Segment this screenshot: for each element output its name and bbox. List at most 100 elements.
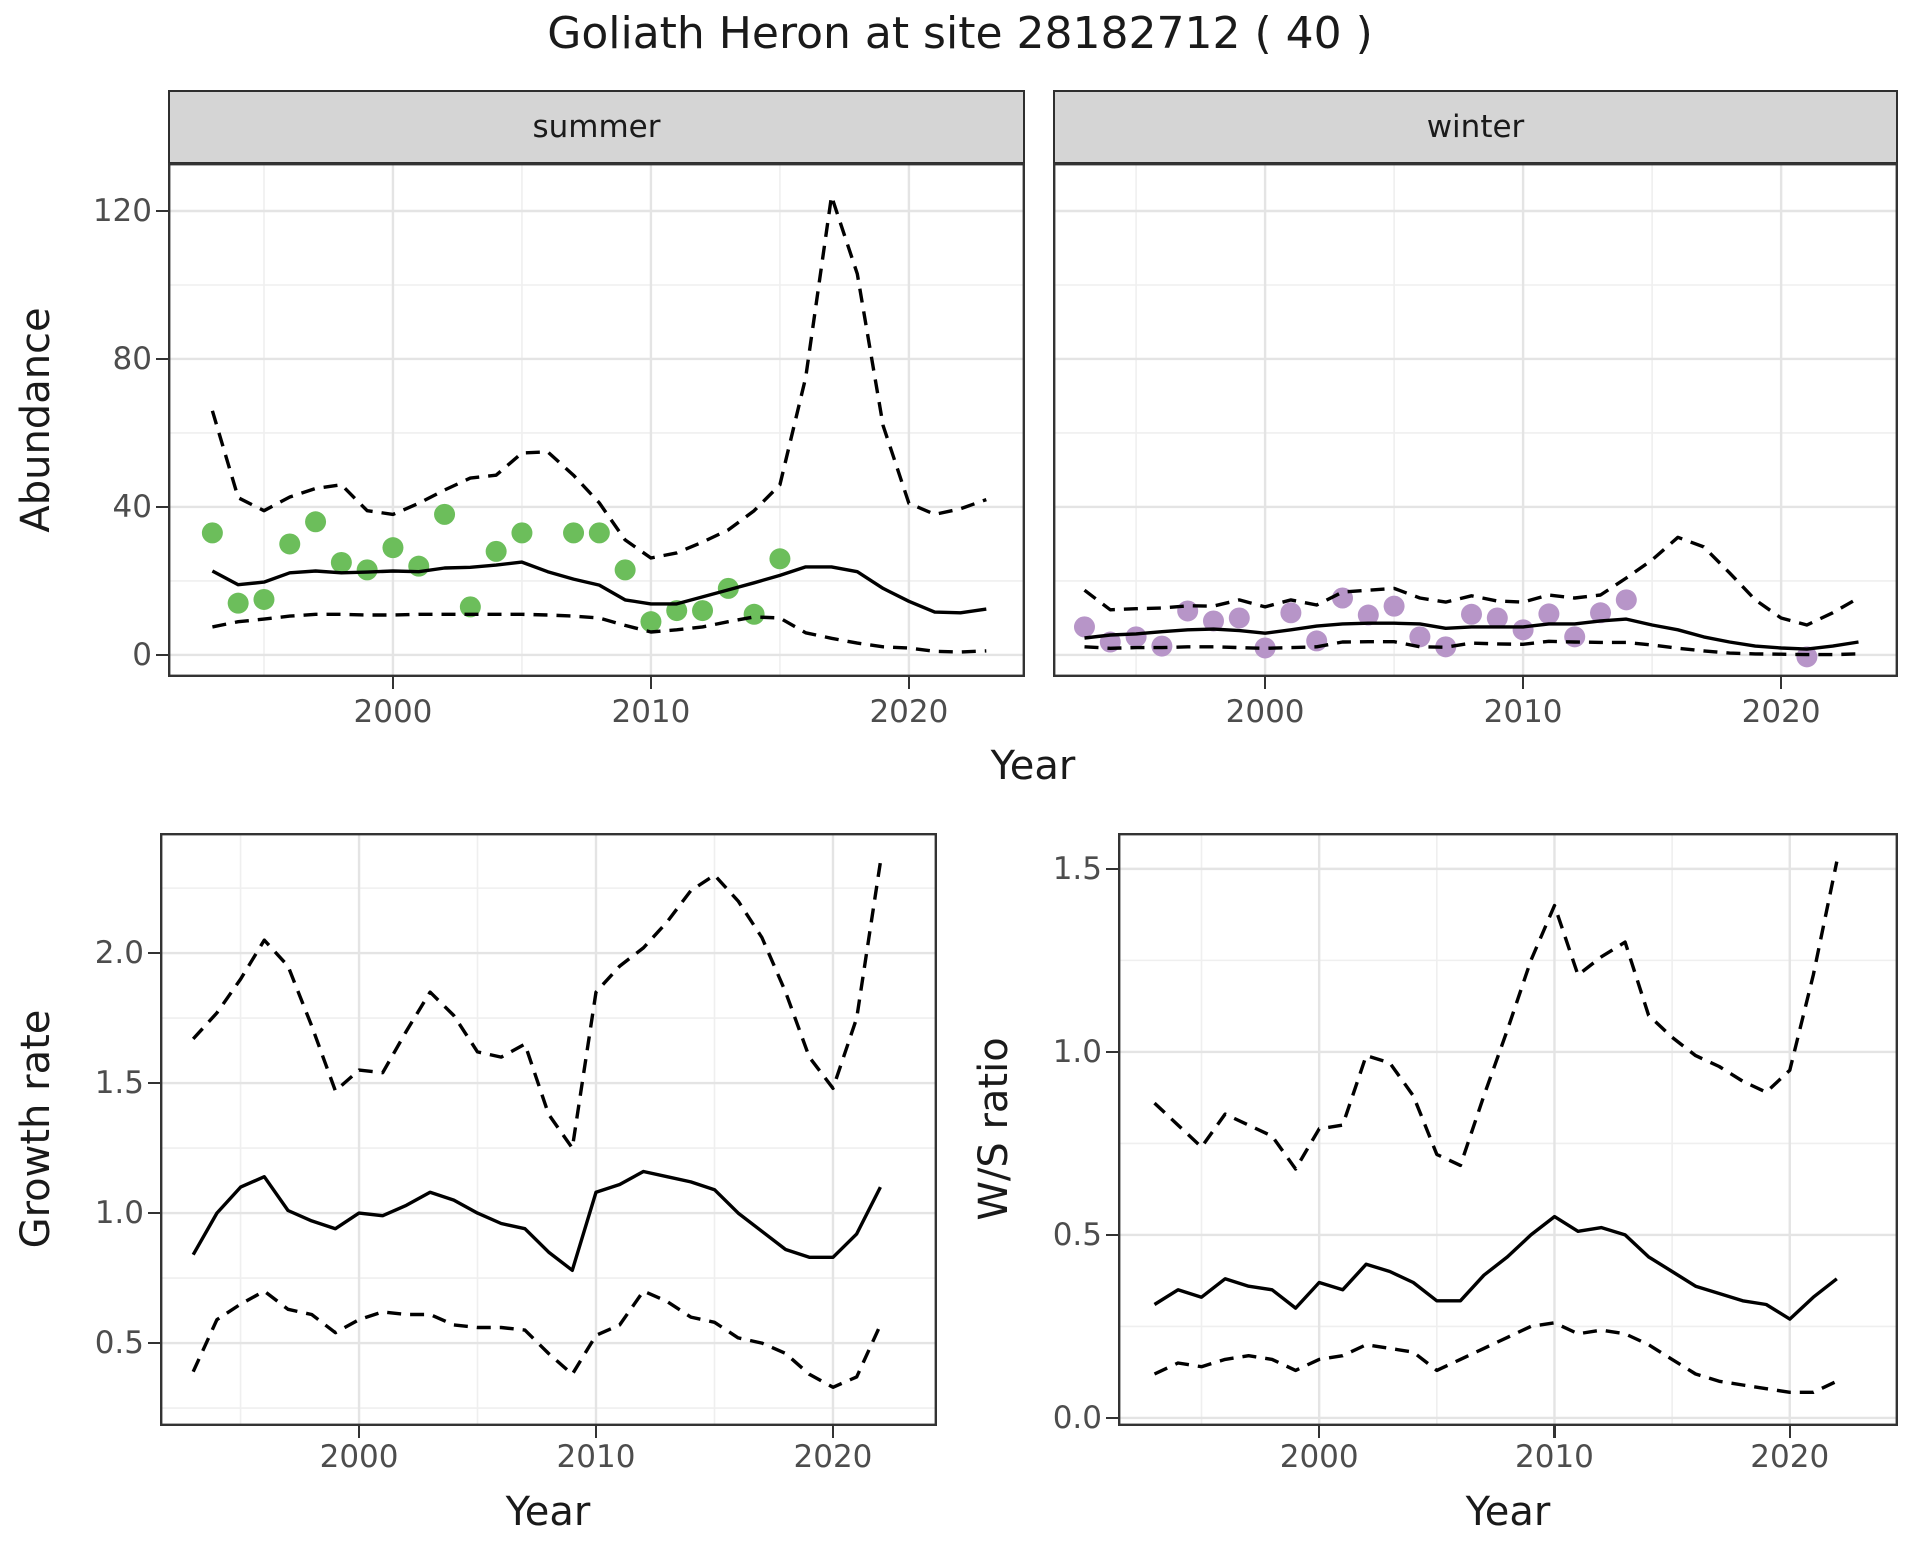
x-tick-mark <box>1317 1426 1321 1438</box>
abundance-summer-data-point <box>743 603 765 625</box>
abundance-summer-data-point <box>408 555 430 577</box>
y-tick-label: 80 <box>112 340 152 377</box>
growth-rate-median-line <box>191 1169 882 1272</box>
y-tick-label: 0.0 <box>1052 1399 1102 1436</box>
panel-growth-rate <box>160 833 937 1426</box>
abundance-winter-data-point <box>1357 604 1379 626</box>
y-tick-label: 1.5 <box>94 1065 144 1102</box>
y-tick-mark <box>148 1081 160 1085</box>
y-tick-mark <box>156 209 168 213</box>
x-axis-title-year-top: Year <box>990 743 1076 789</box>
abundance-summer-data-point <box>356 559 378 581</box>
y-tick-mark <box>1106 1050 1118 1054</box>
abundance-winter-data-point <box>1486 607 1508 629</box>
y-tick-label: 120 <box>92 192 152 229</box>
abundance-summer-data-point <box>330 551 352 573</box>
x-tick-mark <box>1263 677 1267 689</box>
abundance-winter-data-point <box>1796 646 1818 668</box>
x-tick-label: 2010 <box>1515 1439 1594 1475</box>
abundance-winter-median-line <box>1084 617 1859 651</box>
x-tick-label: 2000 <box>353 694 433 730</box>
abundance-summer-lower-ci-line <box>212 612 987 654</box>
facet-strip-summer-label: summer <box>532 109 661 145</box>
x-tick-label: 2020 <box>793 1439 873 1475</box>
abundance-winter-data-point <box>1228 607 1250 629</box>
y-tick-mark <box>148 951 160 955</box>
y-axis-title-ws-ratio: W/S ratio <box>971 1037 1017 1221</box>
panel-border <box>1118 833 1898 1426</box>
growth-rate-upper-ci-line <box>191 861 883 1150</box>
x-tick-mark <box>1779 677 1783 689</box>
abundance-winter-data-point <box>1202 610 1224 632</box>
y-tick-mark <box>156 653 168 657</box>
x-tick-mark <box>649 677 653 689</box>
abundance-winter-data-point <box>1435 636 1457 658</box>
y-tick-mark <box>156 357 168 361</box>
x-tick-label: 2000 <box>319 1439 399 1475</box>
panel-abundance-summer <box>168 163 1025 677</box>
abundance-summer-data-point <box>614 559 636 581</box>
y-tick-label: 2.0 <box>94 935 144 972</box>
y-tick-label: 1.0 <box>1052 1033 1102 1070</box>
abundance-winter-data-point <box>1538 603 1560 625</box>
abundance-summer-data-point <box>382 537 404 559</box>
x-tick-mark <box>391 677 395 689</box>
y-tick-mark <box>1106 1416 1118 1420</box>
figure-title: Goliath Heron at site 28182712 ( 40 ) <box>547 8 1373 59</box>
abundance-summer-data-point <box>485 540 507 562</box>
abundance-winter-data-point <box>1615 589 1637 611</box>
abundance-winter-data-point <box>1409 626 1431 648</box>
y-tick-label: 40 <box>112 488 152 525</box>
abundance-summer-data-point <box>279 533 301 555</box>
abundance-summer-upper-ci-line <box>210 194 987 560</box>
abundance-summer-data-point <box>563 522 585 544</box>
abundance-winter-data-point <box>1125 626 1147 648</box>
growth-rate-lower-ci-line <box>191 1289 882 1389</box>
abundance-summer-data-point <box>305 511 327 533</box>
abundance-winter-data-point <box>1177 600 1199 622</box>
x-tick-mark <box>1788 1426 1791 1438</box>
facet-strip-winter: winter <box>1053 90 1898 164</box>
x-tick-label: 2020 <box>1750 1439 1830 1475</box>
abundance-summer-data-point <box>434 503 456 525</box>
x-axis-title-year-bottom-right: Year <box>1465 1489 1551 1535</box>
y-tick-label: 0 <box>132 636 152 673</box>
y-tick-label: 1.0 <box>94 1195 144 1232</box>
y-tick-mark <box>1106 1233 1118 1237</box>
abundance-summer-median-line <box>211 560 987 615</box>
abundance-summer-data-point <box>227 592 249 614</box>
ws-ratio-median-line <box>1153 1214 1838 1321</box>
y-tick-mark <box>156 505 168 509</box>
abundance-winter-data-point <box>1590 602 1612 624</box>
x-tick-label: 2010 <box>1483 694 1563 730</box>
panel-border <box>160 833 937 1426</box>
abundance-summer-data-point <box>459 596 481 618</box>
y-tick-mark <box>148 1211 160 1215</box>
y-tick-mark <box>1106 867 1118 871</box>
abundance-summer-data-point <box>692 600 714 622</box>
x-tick-label: 2010 <box>556 1439 636 1475</box>
y-axis-title-growth-rate: Growth rate <box>13 1009 59 1249</box>
x-tick-label: 2000 <box>1279 1439 1359 1475</box>
abundance-winter-data-point <box>1073 616 1095 638</box>
x-tick-label: 2020 <box>869 694 949 730</box>
panel-border <box>168 163 1025 677</box>
abundance-winter-data-point <box>1461 603 1483 625</box>
abundance-summer-data-point <box>201 522 223 544</box>
abundance-winter-data-point <box>1564 626 1586 648</box>
abundance-summer-data-point <box>588 522 610 544</box>
x-tick-mark <box>907 677 911 689</box>
x-tick-label: 2000 <box>1225 694 1305 730</box>
y-tick-label: 0.5 <box>94 1325 144 1362</box>
y-tick-label: 0.5 <box>1052 1216 1102 1253</box>
y-tick-label: 1.5 <box>1052 850 1102 887</box>
ws-ratio-upper-ci-line <box>1153 861 1839 1171</box>
abundance-winter-data-point <box>1512 619 1534 641</box>
y-tick-mark <box>148 1341 160 1345</box>
x-axis-title-year-bottom-left: Year <box>505 1489 591 1535</box>
facet-strip-winter-label: winter <box>1426 109 1525 145</box>
abundance-winter-data-point <box>1254 637 1276 659</box>
panel-abundance-winter <box>1053 163 1898 677</box>
x-tick-mark <box>357 1426 361 1438</box>
